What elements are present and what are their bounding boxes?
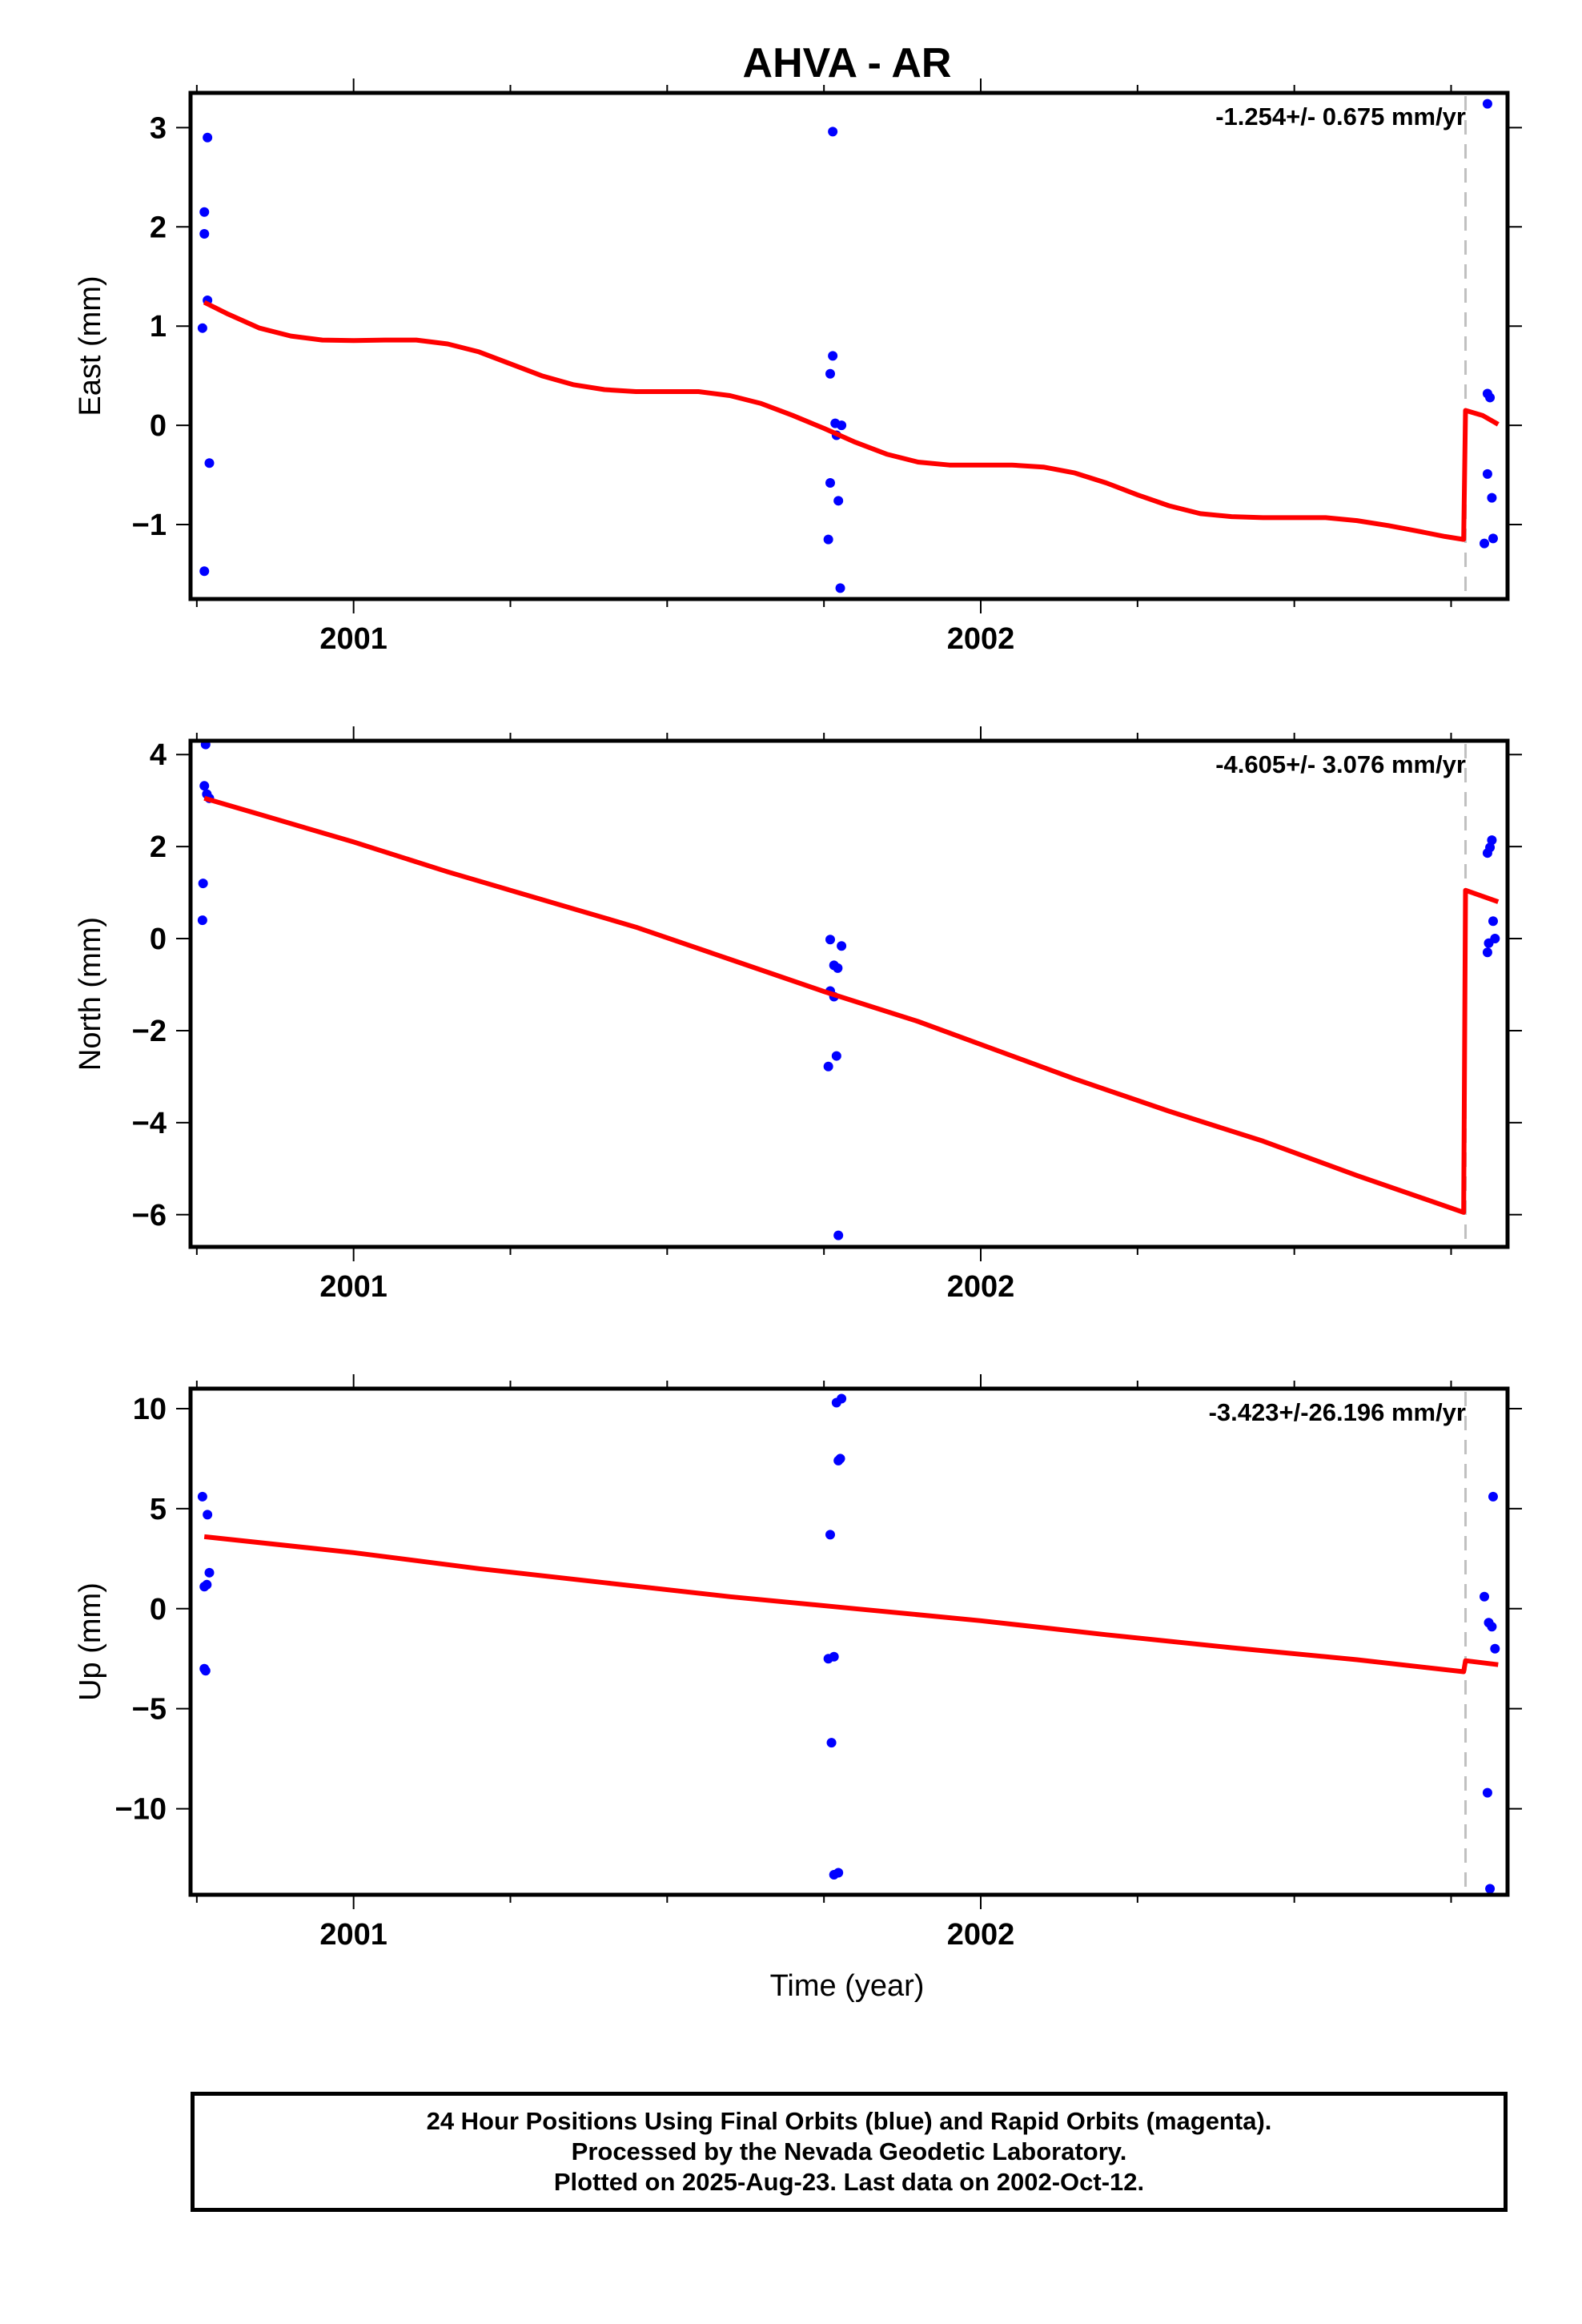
east-data-point (833, 496, 844, 506)
up-rate-label: -3.423+/-26.196 mm/yr (1209, 1398, 1466, 1426)
up-data-point (1482, 1787, 1492, 1798)
north-x-tick-label: 2002 (947, 1270, 1015, 1304)
east-data-point (1482, 468, 1492, 479)
east-data-point (825, 368, 835, 379)
north-data-point (197, 915, 207, 926)
north-panel: 2001 2002 −6 −4 −2 0 2 4 North (mm) -4.605+/- 3.0… (74, 726, 1522, 1304)
east-data-point (199, 228, 210, 239)
up-y-tick-label: −5 (132, 1693, 167, 1727)
north-data-point (1485, 842, 1496, 853)
east-panel: 2001 2002 −1 0 1 2 3 East (mm) -1.254+/- 0.675 m… (74, 78, 1522, 656)
north-y-axis-label: North (mm) (74, 917, 107, 1071)
north-y-tick-label: −4 (132, 1107, 167, 1140)
north-data-point (823, 1061, 833, 1072)
footer-line-1: 24 Hour Positions Using Final Orbits (bl… (426, 2107, 1272, 2135)
up-data-point (1480, 1591, 1490, 1602)
north-y-tick-label: 4 (150, 738, 167, 772)
north-y-tick-label: 2 (150, 830, 167, 864)
up-y-axis-label: Up (mm) (74, 1582, 107, 1701)
up-data-point (1490, 1643, 1500, 1654)
up-data-point (829, 1651, 839, 1662)
east-data-point (1485, 392, 1496, 403)
north-data-point (831, 1051, 841, 1061)
east-y-tick-label: −1 (132, 509, 167, 542)
north-y-tick-label: −2 (132, 1015, 167, 1048)
east-data-point (197, 323, 207, 333)
east-data-point (835, 583, 845, 593)
east-data-point (1480, 538, 1490, 549)
north-data-point (198, 879, 208, 889)
north-data-point (1487, 835, 1497, 846)
east-data-point (1487, 493, 1497, 503)
north-data-point (825, 935, 835, 945)
footer-line-3: Plotted on 2025-Aug-23. Last data on 200… (553, 2168, 1145, 2196)
east-plot-frame (188, 90, 1510, 601)
east-x-tick-label: 2002 (947, 622, 1015, 656)
north-plot-frame (188, 738, 1510, 1249)
north-data-point (1490, 934, 1500, 944)
north-data-point (833, 963, 843, 973)
east-data-point (199, 207, 210, 217)
up-data-point (825, 1530, 835, 1540)
up-x-tick-label: 2002 (947, 1918, 1015, 1952)
up-data-point (826, 1738, 837, 1748)
up-plot-frame (188, 1386, 1510, 1897)
north-data-point (833, 1230, 844, 1240)
east-y-axis-label: East (mm) (74, 275, 107, 416)
east-data-point (825, 478, 835, 489)
east-data-point (203, 132, 213, 143)
north-x-tick-label: 2001 (319, 1270, 387, 1304)
north-data-point (1488, 916, 1498, 927)
east-model-fit-line (203, 300, 1500, 542)
up-data-point (833, 1868, 844, 1878)
east-y-tick-label: 0 (150, 409, 167, 443)
north-data-point (837, 941, 847, 951)
up-data-point (835, 1454, 845, 1464)
up-data-point (203, 1510, 213, 1520)
up-data-point (197, 1491, 207, 1502)
footer-line-2: Processed by the Nevada Geodetic Laborat… (571, 2137, 1127, 2165)
north-y-tick-label: −6 (132, 1199, 167, 1232)
east-rate-label: -1.254+/- 0.675 mm/yr (1215, 103, 1466, 131)
up-y-tick-label: −10 (115, 1793, 167, 1827)
up-y-tick-label: 5 (150, 1493, 167, 1526)
north-rate-label: -4.605+/- 3.076 mm/yr (1215, 750, 1466, 778)
up-x-tick-label: 2001 (319, 1918, 387, 1952)
up-model-fit-line (203, 1534, 1499, 1675)
east-x-tick-label: 2001 (319, 622, 387, 656)
footer-caption-box: 24 Hour Positions Using Final Orbits (bl… (191, 2092, 1508, 2212)
east-y-tick-label: 2 (150, 211, 167, 244)
north-model-fit-line (203, 795, 1500, 1215)
x-axis-label: Time (year) (770, 1969, 925, 2003)
up-data-point (1485, 1884, 1496, 1894)
up-data-point (1487, 1622, 1497, 1632)
east-data-point (828, 351, 838, 361)
up-data-point (200, 1666, 211, 1676)
east-data-point (1488, 533, 1498, 544)
chart-title: AHVA - AR (743, 40, 952, 86)
up-y-tick-label: 10 (133, 1393, 167, 1426)
east-data-point (823, 534, 833, 545)
up-data-point (837, 1393, 847, 1404)
east-y-tick-label: 1 (150, 310, 167, 344)
up-y-tick-label: 0 (150, 1593, 167, 1626)
north-data-point (1482, 947, 1492, 958)
east-data-point (199, 566, 210, 577)
east-y-tick-label: 3 (150, 111, 167, 145)
up-data-point (199, 1582, 210, 1592)
east-data-point (837, 420, 847, 431)
up-panel: 2001 2002 −10 −5 0 5 10 Up (mm) -3.423+/-26.196 … (74, 1374, 1522, 1952)
up-data-point (1488, 1491, 1498, 1502)
north-y-tick-label: 0 (150, 923, 167, 956)
up-data-point (204, 1567, 215, 1578)
east-data-point (828, 127, 838, 137)
east-data-point (1482, 99, 1492, 109)
east-data-point (204, 458, 215, 468)
north-data-point (199, 781, 210, 791)
